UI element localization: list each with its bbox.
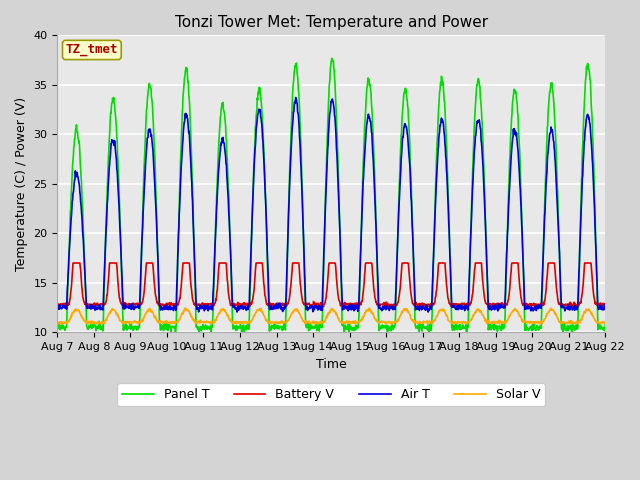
Air T xyxy=(537,305,545,311)
Panel T xyxy=(463,330,470,336)
Air T xyxy=(292,95,300,100)
Line: Panel T: Panel T xyxy=(58,59,605,333)
Panel T xyxy=(175,201,183,207)
Solar V xyxy=(162,319,170,324)
Legend: Panel T, Battery V, Air T, Solar V: Panel T, Battery V, Air T, Solar V xyxy=(117,383,545,406)
Solar V xyxy=(602,320,609,326)
Air T xyxy=(237,306,244,312)
Line: Air T: Air T xyxy=(58,97,605,312)
Y-axis label: Temperature (C) / Power (V): Temperature (C) / Power (V) xyxy=(15,97,28,271)
Panel T xyxy=(417,325,424,331)
Battery V xyxy=(237,302,244,308)
Battery V xyxy=(537,300,545,306)
Solar V xyxy=(237,319,244,324)
Battery V xyxy=(417,301,424,307)
Air T xyxy=(417,303,425,309)
Solar V xyxy=(314,322,321,327)
Air T xyxy=(489,306,497,312)
Air T xyxy=(233,309,241,315)
Air T xyxy=(175,212,183,217)
Battery V xyxy=(602,300,609,306)
Solar V xyxy=(537,320,545,325)
Panel T xyxy=(54,324,61,329)
X-axis label: Time: Time xyxy=(316,358,347,371)
Panel T xyxy=(237,322,244,327)
Panel T xyxy=(489,324,497,330)
Battery V xyxy=(176,295,184,300)
Air T xyxy=(54,305,61,311)
Panel T xyxy=(328,56,336,61)
Line: Battery V: Battery V xyxy=(58,263,605,307)
Title: Tonzi Tower Met: Temperature and Power: Tonzi Tower Met: Temperature and Power xyxy=(175,15,488,30)
Solar V xyxy=(489,319,497,324)
Panel T xyxy=(162,325,170,331)
Battery V xyxy=(54,301,61,307)
Battery V xyxy=(163,303,170,309)
Battery V xyxy=(69,260,77,266)
Solar V xyxy=(417,320,425,325)
Panel T xyxy=(537,325,545,331)
Battery V xyxy=(489,302,497,308)
Solar V xyxy=(54,320,61,325)
Line: Solar V: Solar V xyxy=(58,308,605,324)
Panel T xyxy=(602,322,609,328)
Solar V xyxy=(175,317,183,323)
Text: TZ_tmet: TZ_tmet xyxy=(66,44,118,57)
Air T xyxy=(162,305,170,311)
Air T xyxy=(602,305,609,311)
Solar V xyxy=(182,305,189,311)
Battery V xyxy=(461,304,469,310)
